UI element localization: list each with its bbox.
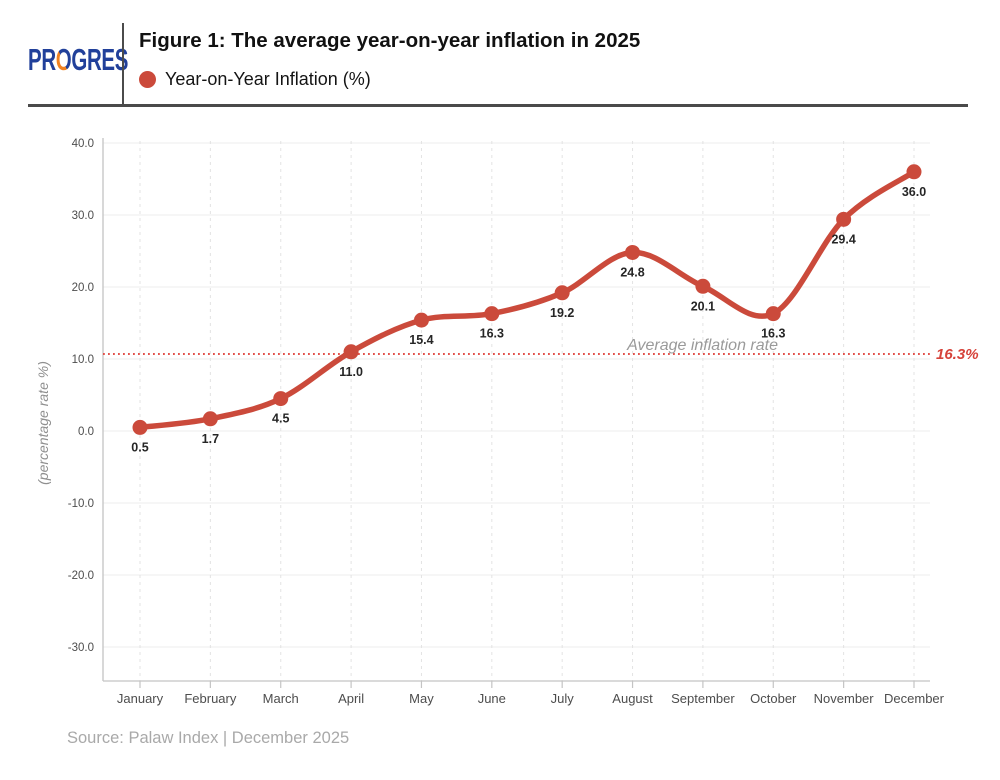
data-point-label: 0.5 xyxy=(131,440,148,454)
y-tick-label: -10.0 xyxy=(68,498,94,510)
x-axis-month-label: November xyxy=(814,691,875,706)
x-axis-month-label: January xyxy=(117,691,164,706)
data-point-label: 24.8 xyxy=(620,265,644,279)
data-point xyxy=(836,211,852,227)
y-tick-label: 30.0 xyxy=(72,210,94,222)
inflation-line xyxy=(137,169,917,431)
x-axis-month-label: February xyxy=(184,691,237,706)
data-point xyxy=(202,411,218,427)
data-point-label: 11.0 xyxy=(339,365,363,379)
data-point xyxy=(413,312,429,328)
x-axis-month-label: March xyxy=(263,691,299,706)
x-axis-month-label: December xyxy=(884,691,945,706)
progres-logo: PROGRES xyxy=(28,44,128,75)
x-axis-month-label: September xyxy=(671,691,735,706)
legend: Year-on-Year Inflation (%) xyxy=(139,69,371,90)
x-axis-month-label: October xyxy=(750,691,797,706)
data-point xyxy=(273,391,289,407)
data-point-label: 15.4 xyxy=(409,333,433,347)
x-axis-month-label: August xyxy=(612,691,653,706)
data-point-label: 36.0 xyxy=(902,185,926,199)
logo-letter-o: O xyxy=(55,42,72,77)
average-line-label: Average inflation rate xyxy=(626,337,778,354)
header-vertical-divider xyxy=(122,23,124,106)
data-point xyxy=(343,344,359,360)
data-point xyxy=(625,244,641,260)
data-point xyxy=(554,285,570,301)
y-tick-label: 20.0 xyxy=(72,282,94,294)
y-tick-label: -20.0 xyxy=(68,570,94,582)
figure-title: Figure 1: The average year-on-year infla… xyxy=(139,29,641,52)
y-tick-label: -30.0 xyxy=(68,642,94,654)
data-point xyxy=(132,419,148,435)
x-axis-month-label: July xyxy=(551,691,575,706)
data-point-label: 16.3 xyxy=(761,327,785,341)
y-tick-label: 10.0 xyxy=(72,354,94,366)
header-horizontal-rule xyxy=(28,104,968,107)
data-point xyxy=(695,278,711,294)
data-point-label: 1.7 xyxy=(202,432,219,446)
y-tick-label: 40.0 xyxy=(72,138,94,150)
average-value-label: 16.3% xyxy=(936,346,979,363)
legend-label: Year-on-Year Inflation (%) xyxy=(165,69,371,89)
y-tick-label: 0.0 xyxy=(78,426,94,438)
data-point xyxy=(484,306,500,322)
data-point-label: 19.2 xyxy=(550,306,574,320)
x-axis-month-label: April xyxy=(338,691,364,706)
x-axis-month-label: June xyxy=(478,691,506,706)
data-point-label: 29.4 xyxy=(831,232,855,246)
legend-marker-icon xyxy=(139,71,156,88)
data-point-label: 4.5 xyxy=(272,412,289,426)
data-point-label: 20.1 xyxy=(691,299,715,313)
logo-text-post: GRES xyxy=(71,42,129,77)
data-point xyxy=(906,164,922,180)
data-point-label: 16.3 xyxy=(480,327,504,341)
logo-text-pre: PR xyxy=(28,42,56,77)
x-axis-month-label: May xyxy=(409,691,434,706)
y-axis-title: (percentage rate %) xyxy=(35,361,51,485)
source-note: Source: Palaw Index | December 2025 xyxy=(67,729,350,747)
data-point xyxy=(765,306,781,322)
